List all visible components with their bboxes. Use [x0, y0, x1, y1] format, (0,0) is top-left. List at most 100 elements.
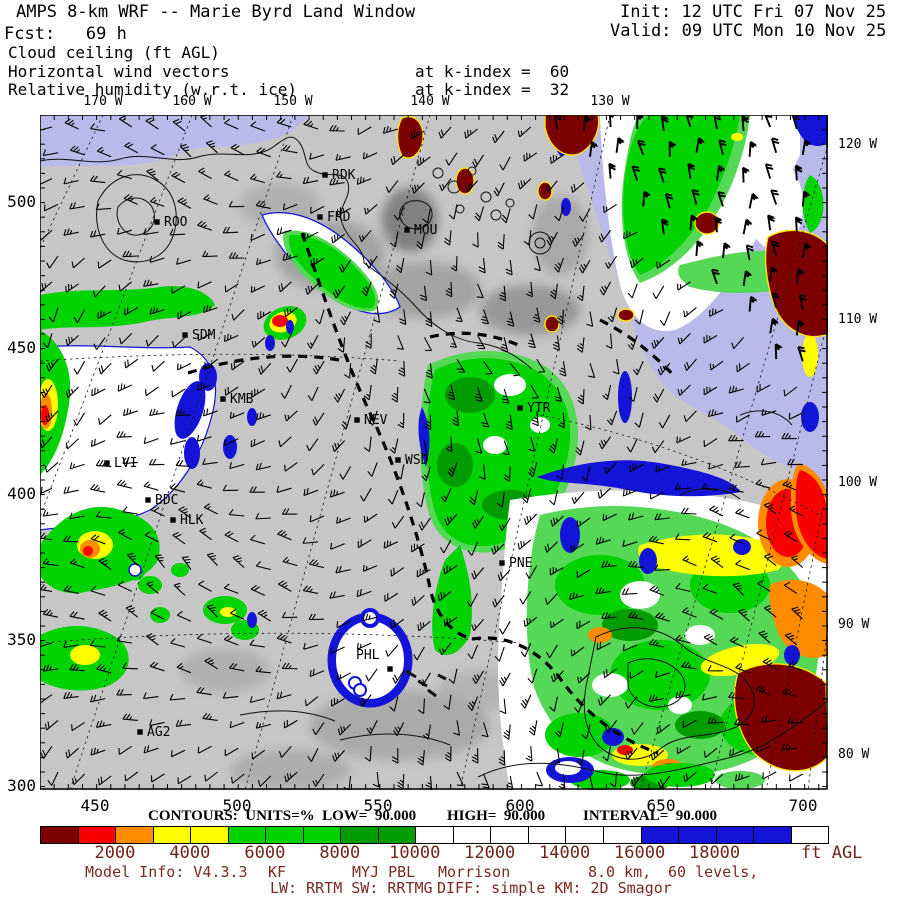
colorbar-tick: 10000: [389, 843, 441, 863]
axis-left-label: 450: [7, 338, 36, 357]
colorbar-tick: 8000: [319, 843, 361, 863]
colorbar-cell: [716, 827, 755, 843]
ceiling-blue-layer: [174, 320, 819, 783]
contours-info: CONTOURS: UNITS=% LOW= 90.000: [148, 808, 417, 824]
axis-left-label: 300: [7, 776, 36, 795]
model-info-segment: MYJ PBL: [352, 863, 416, 881]
station-marker: [499, 560, 505, 566]
station-label-YTR: YTR: [527, 401, 551, 416]
field-cloud-ceiling: Cloud ceiling (ft AGL): [8, 43, 220, 62]
colorbar-cell: [641, 827, 680, 843]
colorbar-unit: ft AGL: [801, 843, 863, 863]
station-marker: [182, 332, 188, 338]
colorbar-cell: [566, 827, 604, 843]
axis-bottom-label: 600: [505, 796, 535, 815]
station-label-RDK: RDK: [332, 168, 356, 183]
station-marker: [354, 417, 360, 423]
model-info-segment: LW: RRTM SW: RRTMG: [270, 879, 433, 897]
axis-top-label: 170 W: [83, 94, 123, 109]
colorbar-cell: [191, 827, 229, 843]
model-info-segment: KF: [268, 863, 287, 881]
contours-high: HIGH= 90.000: [447, 808, 546, 824]
forecast-hour: Fcst: 69 h: [4, 24, 127, 44]
station-marker: [104, 460, 110, 466]
axis-top-label: 150 W: [273, 94, 313, 109]
colorbar-cell: [303, 827, 342, 843]
rh-k-index: at k-index = 32: [415, 80, 570, 99]
station-label-BDC: BDC: [155, 493, 178, 508]
colorbar-tick: 14000: [539, 843, 591, 863]
wind-k-index: at k-index = 60: [415, 62, 570, 81]
station-marker: [395, 457, 401, 463]
field-rel-humidity: Relative humidity (w.r.t. ice): [8, 80, 297, 99]
axis-left-label: 350: [7, 630, 36, 649]
colorbar-cell: [116, 827, 154, 843]
axis-top-label: 160 W: [172, 94, 212, 109]
station-marker: [137, 729, 143, 735]
station-marker: [170, 517, 176, 523]
model-info-segment: Model Info: V4.3.3: [85, 863, 248, 881]
station-label-HLK: HLK: [180, 513, 204, 528]
ceiling-colorbar: [40, 826, 829, 844]
station-marker: [220, 396, 226, 402]
station-marker: [154, 219, 160, 225]
colorbar-cell: [341, 827, 379, 843]
colorbar-cell: [453, 827, 492, 843]
axis-right-label: 100 W: [838, 475, 878, 490]
axis-right-label: 110 W: [838, 312, 878, 327]
colorbar-tick: 12000: [464, 843, 516, 863]
station-label-WSD: WSD: [405, 453, 429, 468]
rh-field-right: [498, 333, 828, 790]
station-marker: [317, 214, 323, 220]
axis-bottom-label: 650: [646, 796, 676, 815]
axis-left-label: 400: [7, 484, 36, 503]
colorbar-cell: [378, 827, 417, 843]
model-info-segment: Morrison: [438, 863, 511, 881]
axis-bottom-label: 700: [788, 796, 818, 815]
colorbar-cell: [266, 827, 304, 843]
station-marker: [145, 497, 151, 503]
plot-title: AMPS 8-km WRF -- Marie Byrd Land Window: [16, 2, 416, 22]
station-label-LVI: LVI: [114, 456, 137, 471]
colorbar-cell: [528, 827, 567, 843]
station-label-AG2: AG2: [147, 725, 170, 740]
axis-bottom-label: 550: [363, 796, 393, 815]
axis-right-label: 120 W: [838, 137, 878, 152]
station-label-ROO: ROO: [164, 215, 188, 230]
station-marker: [517, 405, 523, 411]
contours-interval: INTERVAL= 90.000: [583, 808, 718, 824]
colorbar-cell: [754, 827, 792, 843]
colorbar-cell: [78, 827, 117, 843]
station-marker: [404, 227, 410, 233]
colorbar-cell: [603, 827, 642, 843]
field-wind-vectors: Horizontal wind vectors: [8, 62, 230, 81]
station-marker: [322, 172, 328, 178]
model-info-segment: 8.0 km,: [588, 863, 652, 881]
station-label-PHL: PHL: [356, 648, 380, 663]
station-marker: [387, 666, 393, 672]
station-label-MOU: MOU: [414, 223, 437, 238]
colorbar-tick: 16000: [614, 843, 666, 863]
map-frame: [40, 115, 828, 790]
colorbar-tick: 4000: [169, 843, 211, 863]
colorbar-tick: 6000: [244, 843, 286, 863]
wind-barb-layer: [40, 115, 812, 790]
init-time: Init: 12 UTC Fri 07 Nov 25: [620, 2, 887, 22]
colorbar-tick: 2000: [94, 843, 136, 863]
colorbar-cell: [416, 827, 454, 843]
colorbar-tick: 18000: [688, 843, 741, 863]
axis-top-label: 140 W: [410, 94, 450, 109]
colorbar-cell: [791, 827, 829, 843]
axis-top-label: 130 W: [590, 94, 630, 109]
colorbar-cell: [491, 827, 529, 843]
axis-bottom-label: 500: [222, 796, 252, 815]
axis-right-label: 80 W: [838, 747, 870, 762]
station-label-SDM: SDM: [192, 328, 216, 343]
station-label-KMB: KMB: [230, 392, 254, 407]
colorbar-cell: [679, 827, 717, 843]
station-label-PNE: PNE: [509, 556, 532, 571]
axis-right-label: 90 W: [838, 617, 870, 632]
station-label-FRD: FRD: [327, 210, 351, 225]
